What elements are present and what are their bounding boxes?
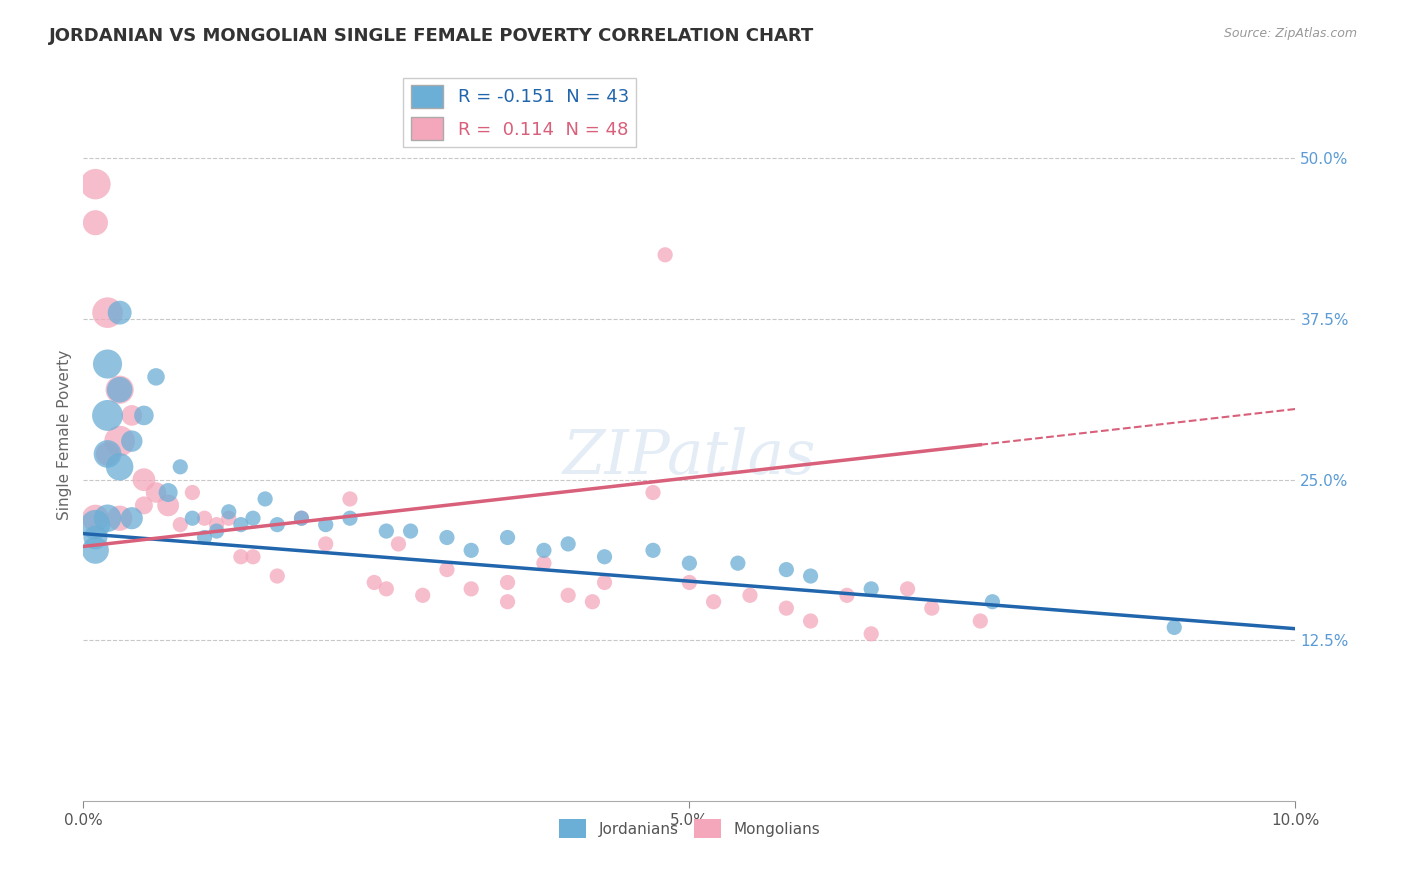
Point (254, 491, 277, 506)
Point (218, 505, 240, 519)
Point (108, 305, 131, 319)
Point (593, 575, 616, 590)
Point (641, 543, 664, 558)
Point (727, 556, 749, 570)
Point (145, 485, 167, 500)
Point (581, 595, 603, 609)
Point (315, 537, 337, 551)
Point (921, 601, 943, 615)
Point (229, 517, 252, 532)
Point (132, 499, 155, 513)
Point (242, 549, 264, 564)
Point (860, 582, 883, 596)
Point (96, 447, 118, 461)
Point (375, 524, 398, 538)
Point (399, 524, 422, 538)
Text: JORDANIAN VS MONGOLIAN SINGLE FEMALE POVERTY CORRELATION CHART: JORDANIAN VS MONGOLIAN SINGLE FEMALE POV… (49, 27, 814, 45)
Point (266, 517, 288, 532)
Point (860, 627, 883, 641)
Point (181, 485, 204, 500)
Point (193, 531, 215, 545)
Point (229, 549, 252, 564)
Point (96, 511, 118, 525)
Point (96, 305, 118, 319)
Point (800, 614, 823, 628)
Text: Source: ZipAtlas.com: Source: ZipAtlas.com (1223, 27, 1357, 40)
Point (738, 588, 761, 602)
Point (557, 537, 579, 551)
Point (96, 409, 118, 423)
Point (533, 556, 555, 570)
Point (496, 531, 519, 545)
Point (896, 582, 918, 596)
Point (290, 511, 312, 525)
Point (84, 177, 107, 191)
Point (775, 601, 797, 615)
Point (132, 473, 155, 487)
Point (363, 575, 385, 590)
Point (132, 409, 155, 423)
Point (775, 563, 797, 577)
Point (969, 614, 991, 628)
Text: ZIPatlas: ZIPatlas (562, 426, 815, 487)
Point (108, 434, 131, 449)
Point (557, 588, 579, 602)
Point (108, 383, 131, 397)
Point (193, 511, 215, 525)
Point (169, 459, 191, 474)
Point (84, 543, 107, 558)
Point (84, 531, 107, 545)
Point (412, 588, 434, 602)
Point (157, 485, 180, 500)
Point (835, 588, 858, 602)
Point (533, 543, 555, 558)
Point (1163, 620, 1185, 634)
Point (678, 556, 700, 570)
Point (339, 491, 361, 506)
Point (387, 537, 409, 551)
Point (436, 531, 458, 545)
Point (339, 511, 361, 525)
Point (315, 517, 337, 532)
Point (266, 569, 288, 583)
Point (121, 434, 143, 449)
Point (121, 409, 143, 423)
Point (436, 563, 458, 577)
Point (84, 216, 107, 230)
Point (205, 517, 228, 532)
Point (654, 248, 676, 262)
Legend: Jordanians, Mongolians: Jordanians, Mongolians (553, 813, 827, 845)
Point (84, 517, 107, 532)
Point (703, 595, 725, 609)
Point (593, 549, 616, 564)
Point (145, 370, 167, 384)
Point (121, 511, 143, 525)
Point (218, 511, 240, 525)
Point (108, 459, 131, 474)
Point (375, 582, 398, 596)
Point (460, 543, 482, 558)
Point (181, 511, 204, 525)
Point (108, 511, 131, 525)
Point (496, 595, 519, 609)
Point (205, 524, 228, 538)
Point (800, 569, 823, 583)
Point (496, 575, 519, 590)
Point (460, 582, 482, 596)
Point (108, 383, 131, 397)
Point (981, 595, 1004, 609)
Point (242, 511, 264, 525)
Point (96, 357, 118, 371)
Y-axis label: Single Female Poverty: Single Female Poverty (58, 350, 72, 520)
Point (96, 447, 118, 461)
Point (157, 499, 180, 513)
Point (678, 575, 700, 590)
Point (84, 511, 107, 525)
Point (290, 511, 312, 525)
Point (169, 517, 191, 532)
Point (641, 485, 664, 500)
